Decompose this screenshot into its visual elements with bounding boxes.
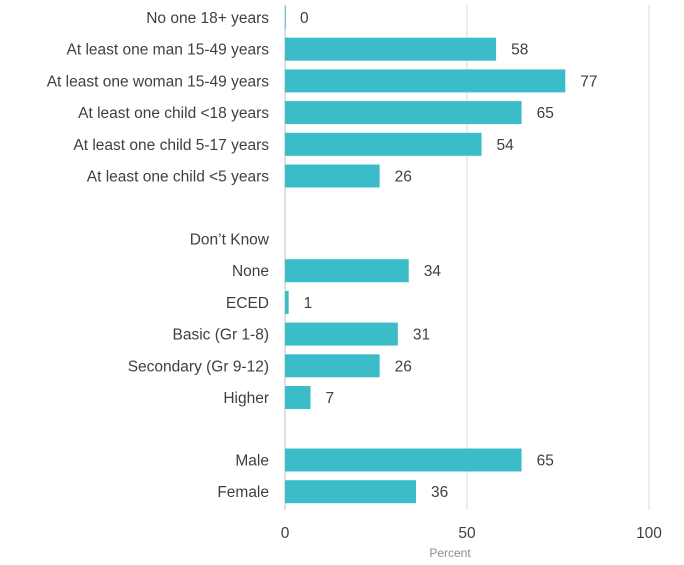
data-label: 36: [431, 484, 448, 501]
bar: [285, 354, 380, 378]
bar: [285, 69, 566, 93]
category-label: Male: [235, 453, 269, 470]
bar: [285, 480, 417, 504]
category-label: Basic (Gr 1-8): [173, 327, 269, 344]
category-label: Female: [217, 484, 269, 501]
category-label: At least one woman 15-49 years: [47, 73, 270, 90]
bar: [285, 290, 289, 314]
category-label: ECED: [226, 295, 269, 312]
data-label: 0: [300, 10, 309, 27]
category-label: Secondary (Gr 9-12): [128, 358, 269, 375]
category-label: No one 18+ years: [146, 10, 269, 27]
category-label: At least one child <18 years: [78, 105, 269, 122]
x-tick-label: 0: [281, 525, 290, 542]
data-label: 26: [395, 169, 412, 186]
bar: [285, 322, 398, 346]
data-label: 77: [580, 73, 597, 90]
bar: [285, 6, 286, 29]
x-axis-title: Percent: [429, 546, 471, 560]
data-label: 31: [413, 327, 430, 344]
category-label: At least one child <5 years: [87, 169, 269, 186]
data-label: 65: [537, 453, 554, 470]
data-label: 65: [537, 105, 554, 122]
x-tick-label: 100: [636, 525, 662, 542]
data-label: 54: [497, 137, 515, 154]
bar: [285, 101, 522, 125]
data-label: 1: [304, 295, 313, 312]
bar: [285, 132, 482, 156]
category-labels: No one 18+ years At least one man 15-49 y…: [47, 10, 270, 501]
bar: [285, 259, 409, 283]
category-label: At least one man 15-49 years: [67, 42, 270, 59]
category-label: At least one child 5-17 years: [73, 137, 269, 154]
category-label: None: [232, 263, 269, 280]
bars: [285, 6, 566, 504]
bar: [285, 37, 497, 61]
bar: [285, 448, 522, 472]
data-label: 26: [395, 358, 412, 375]
data-label: 7: [325, 390, 334, 407]
x-axis-ticks: 0 50 100: [281, 525, 663, 542]
data-label: 34: [424, 263, 442, 280]
category-label: Higher: [223, 390, 269, 407]
category-label: Don’t Know: [190, 232, 270, 249]
bar: [285, 386, 311, 409]
data-label: 58: [511, 42, 528, 59]
x-tick-label: 50: [458, 525, 476, 542]
bar: [285, 164, 380, 188]
